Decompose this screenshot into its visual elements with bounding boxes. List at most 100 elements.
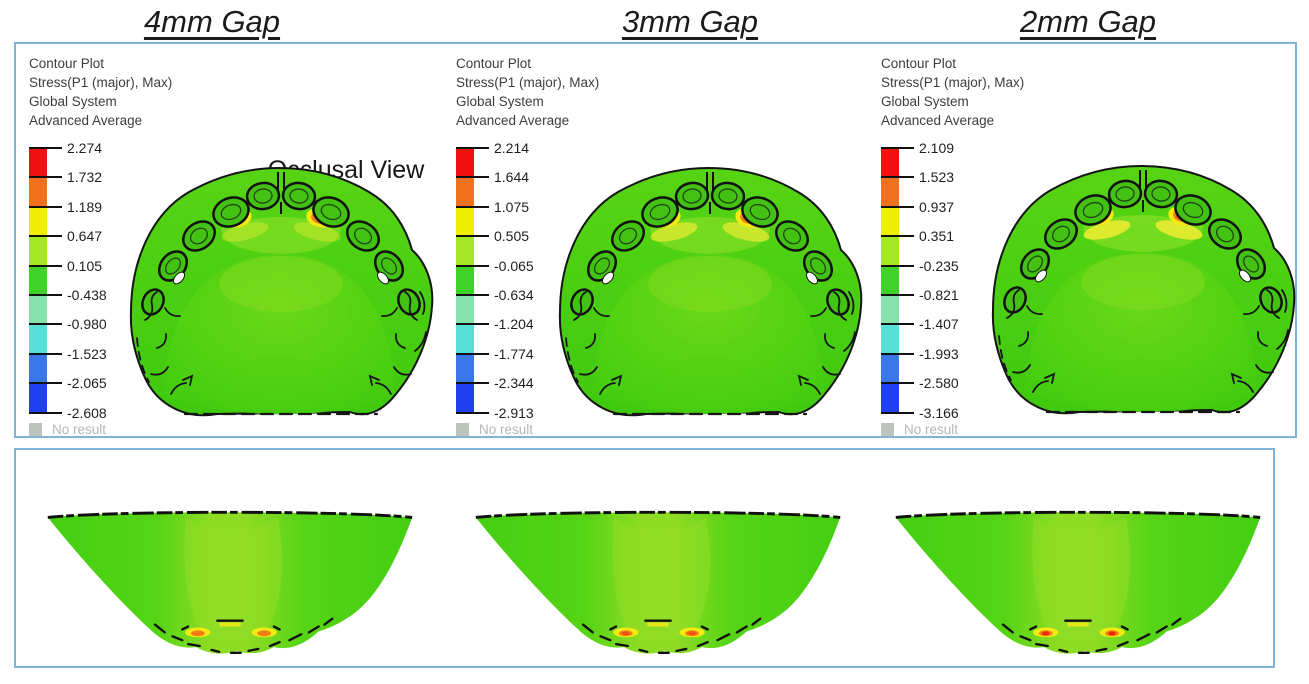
teeth-detail xyxy=(164,188,398,275)
legend-tick xyxy=(29,323,62,326)
legend-color-band xyxy=(456,353,474,384)
legend-color-band xyxy=(29,148,47,178)
legend-tick-value: 1.644 xyxy=(494,169,530,186)
legend-color-band xyxy=(456,265,474,295)
legend-tick-value: 1.732 xyxy=(67,169,103,186)
legend-tick xyxy=(881,382,914,385)
legend-tick-value: -2.913 xyxy=(494,404,534,421)
column-title-2mm: 2mm Gap xyxy=(1019,4,1157,39)
legend-header-line: Global System xyxy=(881,94,969,109)
no-result-label: No result xyxy=(479,421,534,437)
legend-tick-value: 1.189 xyxy=(67,198,103,215)
legend-block: Contour Plot Stress(P1 (major), Max) Globa… xyxy=(456,54,636,130)
legend-tick-value: -1.774 xyxy=(494,345,534,362)
legend-color-band xyxy=(29,294,47,325)
frontal-hotspot-right xyxy=(679,627,705,638)
legend-tick xyxy=(881,294,914,296)
legend-tick-value: 1.075 xyxy=(494,198,530,215)
legend-color-band xyxy=(881,383,899,413)
legend-tick-value: -2.344 xyxy=(494,375,534,392)
maxilla-occlusal-model xyxy=(991,164,1296,415)
legend-tick-value: 2.214 xyxy=(494,140,530,156)
legend-header-line: Stress(P1 (major), Max) xyxy=(881,75,1025,90)
legend-color-band xyxy=(881,353,899,384)
frontal-model-slot xyxy=(40,476,420,671)
legend-tick xyxy=(456,176,489,179)
frontal-row-frame xyxy=(14,448,1275,668)
column-title-4mm: 4mm Gap xyxy=(143,4,281,39)
legend-header-line: Global System xyxy=(29,94,117,109)
legend-color-band xyxy=(881,206,899,237)
legend-tick-value: 0.505 xyxy=(494,228,530,245)
legend-tick xyxy=(881,352,914,355)
legend-header: Contour Plot Stress(P1 (major), Max) Globa… xyxy=(29,54,209,130)
maxilla-frontal-model xyxy=(895,510,1261,655)
maxilla-occlusal-model xyxy=(129,166,434,417)
legend-color-band xyxy=(29,265,47,295)
legend-color-band xyxy=(881,294,899,325)
contour-lines xyxy=(136,291,427,416)
column-title-3mm: 3mm Gap xyxy=(621,4,759,39)
no-result-row: No result xyxy=(29,422,106,437)
frontal-model-slot xyxy=(888,476,1268,671)
legend-tick-value: 0.937 xyxy=(919,198,955,215)
legend-header-line: Stress(P1 (major), Max) xyxy=(29,75,173,90)
legend-header: Contour Plot Stress(P1 (major), Max) Globa… xyxy=(881,54,1061,130)
legend-tick xyxy=(881,323,914,326)
legend-colorbar: 2.214 1.644 1.075 0.505 -0.065 -0.634 -1.204 -1… xyxy=(456,140,606,438)
legend-tick-value: -3.166 xyxy=(919,404,959,421)
legend-tick xyxy=(456,352,489,355)
legend-header-line: Contour Plot xyxy=(881,56,957,71)
maxilla-occlusal-model xyxy=(558,166,863,417)
occlusal-model-slot xyxy=(116,142,446,439)
legend-tick-value: -2.065 xyxy=(67,375,107,392)
legend-tick-value: -2.580 xyxy=(919,375,959,392)
legend-tick xyxy=(29,294,62,296)
legend-tick xyxy=(29,264,62,267)
no-result-label: No result xyxy=(52,421,107,437)
legend-header-line: Advanced Average xyxy=(881,113,995,128)
legend-tick xyxy=(881,147,914,149)
legend-color-band xyxy=(456,294,474,325)
legend-header-line: Contour Plot xyxy=(29,56,105,71)
no-result-row: No result xyxy=(881,422,958,437)
legend-tick xyxy=(456,235,489,238)
legend-header-line: Contour Plot xyxy=(456,56,532,71)
legend-tick xyxy=(29,382,62,385)
legend-tick xyxy=(456,294,489,296)
legend-color-band xyxy=(881,236,899,266)
legend-color-band xyxy=(29,206,47,237)
legend-tick-value: -1.407 xyxy=(919,316,959,333)
legend-tick-value: 2.109 xyxy=(919,140,955,156)
frontal-hotspot-left xyxy=(185,627,211,638)
no-result-swatch xyxy=(29,422,42,436)
legend-color-band xyxy=(29,324,47,354)
legend-tick xyxy=(29,352,62,355)
contour-lines xyxy=(998,289,1289,414)
legend-color-band xyxy=(881,148,899,178)
contour-lines xyxy=(565,291,856,416)
legend-tick xyxy=(29,205,62,208)
contour-panel-4mm: Contour Plot Stress(P1 (major), Max) Globa… xyxy=(16,44,446,439)
legend-color-band xyxy=(29,383,47,413)
legend-color-band xyxy=(456,148,474,178)
contour-panel-3mm: Contour Plot Stress(P1 (major), Max) Globa… xyxy=(443,44,868,438)
legend-tick-value: -1.204 xyxy=(494,316,534,333)
no-result-row: No result xyxy=(456,422,533,437)
legend-tick-value: -0.065 xyxy=(494,257,534,274)
legend-tick-value: -2.608 xyxy=(67,404,107,421)
legend-color-band xyxy=(456,236,474,266)
teeth-detail xyxy=(593,188,827,275)
legend-color-band xyxy=(456,324,474,354)
legend-color-band xyxy=(881,177,899,207)
legend-color-band xyxy=(881,324,899,354)
legend-tick-value: 0.105 xyxy=(67,257,103,274)
legend-tick-value: -1.523 xyxy=(67,345,107,362)
legend-header-line: Global System xyxy=(456,94,544,109)
legend-block: Contour Plot Stress(P1 (major), Max) Globa… xyxy=(881,54,1061,130)
contour-panel-2mm: Contour Plot Stress(P1 (major), Max) Globa… xyxy=(868,44,1298,437)
legend-tick-value: 1.523 xyxy=(919,169,955,186)
legend-color-band xyxy=(29,353,47,384)
frontal-hotspot-left xyxy=(1033,627,1059,638)
